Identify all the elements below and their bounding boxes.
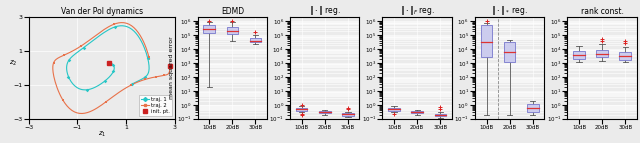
Bar	[342, 113, 354, 116]
Bar	[204, 25, 215, 33]
Bar	[620, 52, 631, 60]
Bar	[573, 51, 585, 59]
Title: $\Vert\cdot\Vert_*$ reg.: $\Vert\cdot\Vert_*$ reg.	[492, 4, 528, 17]
Bar	[319, 111, 330, 113]
Bar	[388, 108, 400, 111]
Legend: traj. 1, traj. 2, init. pt.: traj. 1, traj. 2, init. pt.	[140, 95, 172, 116]
Title: Van der Pol dynamics: Van der Pol dynamics	[61, 7, 143, 16]
Bar	[435, 114, 446, 116]
Bar	[596, 50, 608, 57]
Bar	[527, 104, 539, 112]
Title: $\Vert\cdot\Vert$ reg.: $\Vert\cdot\Vert$ reg.	[309, 4, 340, 17]
Bar	[250, 38, 261, 42]
Bar	[412, 111, 423, 113]
Title: $\Vert\cdot\Vert_F$ reg.: $\Vert\cdot\Vert_F$ reg.	[399, 4, 435, 17]
Title: EDMD: EDMD	[221, 7, 244, 16]
Y-axis label: mean squared error: mean squared error	[169, 37, 174, 99]
Bar	[504, 42, 515, 62]
X-axis label: $z_1$: $z_1$	[97, 130, 106, 139]
Bar	[227, 27, 238, 34]
Bar	[296, 108, 307, 111]
Y-axis label: $z_2$: $z_2$	[9, 59, 17, 68]
Title: rank const.: rank const.	[580, 7, 623, 16]
Bar	[481, 25, 492, 57]
